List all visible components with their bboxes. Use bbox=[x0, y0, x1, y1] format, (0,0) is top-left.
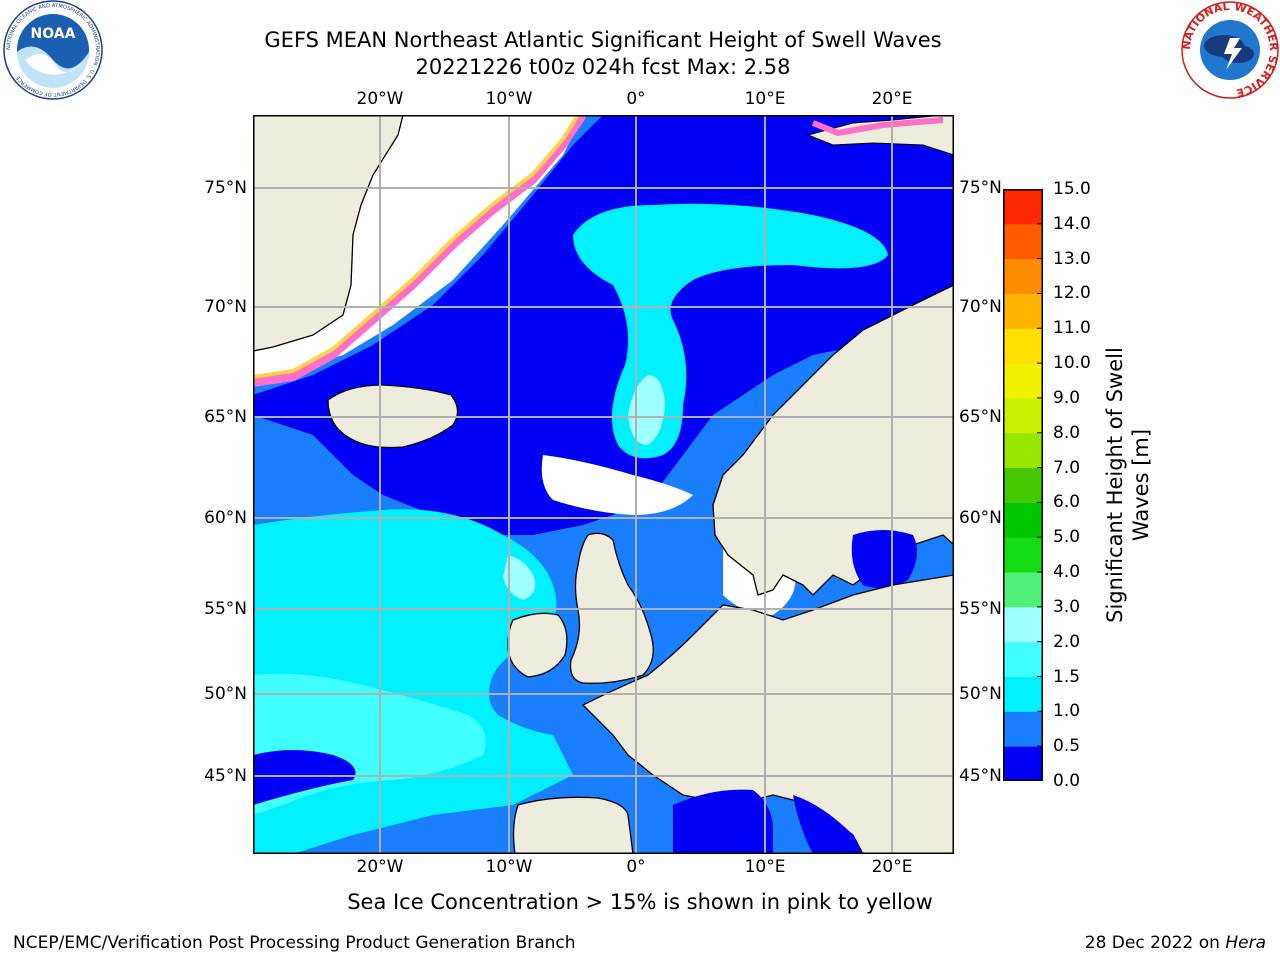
colorbar-tick-label: 8.0 bbox=[1053, 422, 1081, 443]
colorbar-segment bbox=[1003, 467, 1043, 503]
colorbar-segment bbox=[1003, 328, 1043, 364]
ocean-fill-0p5-south-band bbox=[253, 750, 356, 805]
colorbar-tick-label: 11.0 bbox=[1053, 318, 1091, 339]
colorbar-tick-label: 1.0 bbox=[1053, 701, 1081, 722]
colorbar-segment bbox=[1003, 711, 1043, 747]
lat-label-right-65n: 65°N bbox=[959, 407, 1002, 427]
lon-label-top-0: 0° bbox=[626, 89, 646, 109]
noaa-logo: NATIONAL OCEANIC AND ATMOSPHERIC ADMINIS… bbox=[3, 0, 103, 100]
lon-label-top-20e: 20°E bbox=[871, 89, 913, 109]
lat-label-right-75n: 75°N bbox=[959, 178, 1002, 198]
map-subtitle: 20221226 t00z 024h fcst Max: 2.58 bbox=[415, 55, 791, 79]
lat-label-right-55n: 55°N bbox=[959, 599, 1002, 619]
colorbar-tick-label: 2.0 bbox=[1053, 631, 1081, 652]
no-data-north-sea-north bbox=[541, 455, 693, 515]
map-frame bbox=[253, 115, 954, 854]
colorbar-tick-label: 12.0 bbox=[1053, 283, 1091, 304]
colorbar-tick-label: 7.0 bbox=[1053, 457, 1081, 478]
lon-label-bottom-20w: 20°W bbox=[356, 857, 404, 877]
lon-label-top-20w: 20°W bbox=[356, 89, 404, 109]
mediterranean-sea bbox=[673, 789, 773, 854]
lon-label-bottom-10e: 10°E bbox=[744, 857, 786, 877]
colorbar-tick-label: 4.0 bbox=[1053, 562, 1081, 583]
colorbar-tick-label: 15.0 bbox=[1053, 179, 1091, 199]
sea-ice-edge bbox=[253, 115, 587, 387]
colorbar-tick-label: 1.5 bbox=[1053, 666, 1081, 687]
colorbar-tick-label: 14.0 bbox=[1053, 213, 1091, 234]
colorbar-tick-label: 6.0 bbox=[1053, 492, 1081, 513]
sea-ice-note: Sea Ice Concentration > 15% is shown in … bbox=[347, 890, 933, 914]
colorbar-tick-label: 10.0 bbox=[1053, 353, 1091, 374]
lon-label-bottom-0: 0° bbox=[626, 857, 646, 877]
colorbar-tick-label: 5.0 bbox=[1053, 527, 1081, 548]
colorbar bbox=[1003, 189, 1043, 781]
land-baltic-sea bbox=[851, 530, 917, 589]
map-title: GEFS MEAN Northeast Atlantic Significant… bbox=[264, 28, 942, 52]
colorbar-segment bbox=[1003, 537, 1043, 573]
colorbar-segment bbox=[1003, 293, 1043, 329]
lat-label-right-50n: 50°N bbox=[959, 684, 1002, 704]
footer-left: NCEP/EMC/Verification Post Processing Pr… bbox=[13, 933, 576, 953]
colorbar-segment bbox=[1003, 189, 1043, 225]
colorbar-tick-label: 0.0 bbox=[1053, 771, 1081, 791]
lat-label-right-60n: 60°N bbox=[959, 508, 1002, 528]
colorbar-tick-label: 0.5 bbox=[1053, 736, 1081, 757]
colorbar-title: Significant Height of Swell Waves [m] bbox=[1103, 347, 1153, 623]
colorbar-segment bbox=[1003, 397, 1043, 434]
swell-height-map bbox=[253, 115, 954, 854]
land-iberia bbox=[512, 796, 634, 854]
sea-ice-svalbard bbox=[811, 117, 944, 137]
colorbar-segment bbox=[1003, 746, 1043, 781]
adriatic-sea bbox=[793, 795, 863, 854]
lat-label-left-50n: 50°N bbox=[204, 684, 247, 704]
colorbar-segment bbox=[1003, 258, 1043, 294]
lat-label-left-75n: 75°N bbox=[204, 178, 247, 198]
nws-logo: NATIONAL WEATHER SERVICE bbox=[1180, 0, 1280, 99]
colorbar-segment bbox=[1003, 223, 1043, 260]
colorbar-tick-label: 13.0 bbox=[1053, 248, 1091, 269]
lat-label-left-55n: 55°N bbox=[204, 599, 247, 619]
land-greenland bbox=[253, 115, 404, 352]
lon-label-top-10e: 10°E bbox=[744, 89, 786, 109]
footer-right: 28 Dec 2022 on Hera bbox=[1085, 933, 1266, 953]
sea-ice-edge-inner bbox=[253, 115, 580, 379]
lat-label-left-70n: 70°N bbox=[204, 297, 247, 317]
lat-label-right-45n: 45°N bbox=[959, 766, 1002, 786]
lat-label-left-45n: 45°N bbox=[204, 766, 247, 786]
colorbar-segment bbox=[1003, 606, 1043, 643]
footer-host: Hera bbox=[1225, 933, 1266, 953]
svg-text:NOAA: NOAA bbox=[31, 26, 76, 42]
ocean-fill-2p0-norwegian bbox=[628, 375, 665, 445]
lat-label-right-70n: 70°N bbox=[959, 297, 1002, 317]
colorbar-tick-label: 9.0 bbox=[1053, 387, 1081, 408]
lon-label-bottom-20e: 20°E bbox=[871, 857, 913, 877]
colorbar-segment bbox=[1003, 641, 1043, 678]
lon-label-top-10w: 10°W bbox=[485, 89, 533, 109]
colorbar-segment bbox=[1003, 432, 1043, 469]
colorbar-segment bbox=[1003, 572, 1043, 608]
colorbar-frame bbox=[1003, 189, 1043, 781]
footer-date: 28 Dec 2022 on bbox=[1084, 933, 1226, 953]
colorbar-tick-label: 3.0 bbox=[1053, 596, 1081, 617]
colorbar-segment bbox=[1003, 502, 1043, 538]
lon-label-bottom-10w: 10°W bbox=[485, 857, 533, 877]
colorbar-segment bbox=[1003, 676, 1043, 712]
lat-label-left-60n: 60°N bbox=[204, 508, 247, 528]
colorbar-segment bbox=[1003, 363, 1043, 399]
lat-label-left-65n: 65°N bbox=[204, 407, 247, 427]
ocean-fill-3p0-patch bbox=[503, 555, 536, 600]
